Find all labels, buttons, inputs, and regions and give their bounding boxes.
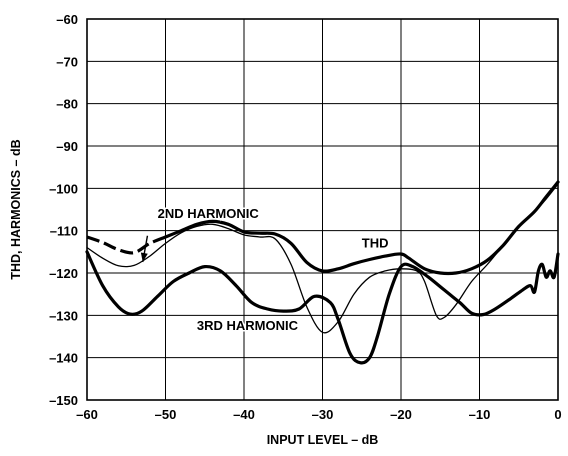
y-tick-label: –110 <box>50 224 78 239</box>
y-tick-label: –70 <box>56 54 78 69</box>
x-tick-label: –60 <box>76 407 98 422</box>
y-axis-title: THD, HARMONICS – dB <box>9 139 23 279</box>
y-tick-label: –120 <box>49 266 78 281</box>
series-lines <box>85 180 560 365</box>
plot-frame <box>86 18 559 401</box>
x-tick-label: –10 <box>469 407 491 422</box>
x-tick-label: 0 <box>554 407 561 422</box>
x-tick-label: –30 <box>312 407 334 422</box>
series-line-3rd-harmonic <box>85 250 560 365</box>
y-tick-label: –100 <box>49 181 78 196</box>
x-axis-title: INPUT LEVEL – dB <box>267 433 379 447</box>
y-tick-label: –130 <box>49 308 78 323</box>
annotation-arrow-head <box>140 252 148 262</box>
x-tick-labels: –60 –50 –40 –30 –20 –10 0 <box>76 407 561 422</box>
x-tick-label: –20 <box>390 407 412 422</box>
y-tick-label: –60 <box>56 12 78 27</box>
annotation-2nd-harmonic: 2ND HARMONIC <box>158 206 260 221</box>
x-tick-label: –40 <box>233 407 255 422</box>
annotation-thd: THD <box>362 236 389 251</box>
y-tick-labels: –60 –70 –80 –90 –100 –110 –120 –130 –140 –150 <box>49 12 78 408</box>
x-tick-label: –50 <box>155 407 177 422</box>
y-tick-label: –150 <box>49 393 78 408</box>
series-line-thd-dashed <box>86 235 167 255</box>
annotation-3rd-harmonic: 3RD HARMONIC <box>197 318 299 333</box>
annotations: 2ND HARMONIC THD 3RD HARMONIC <box>140 204 390 335</box>
y-tick-label: –140 <box>49 351 78 366</box>
y-tick-label: –90 <box>56 139 78 154</box>
y-tick-label: –80 <box>56 97 78 112</box>
